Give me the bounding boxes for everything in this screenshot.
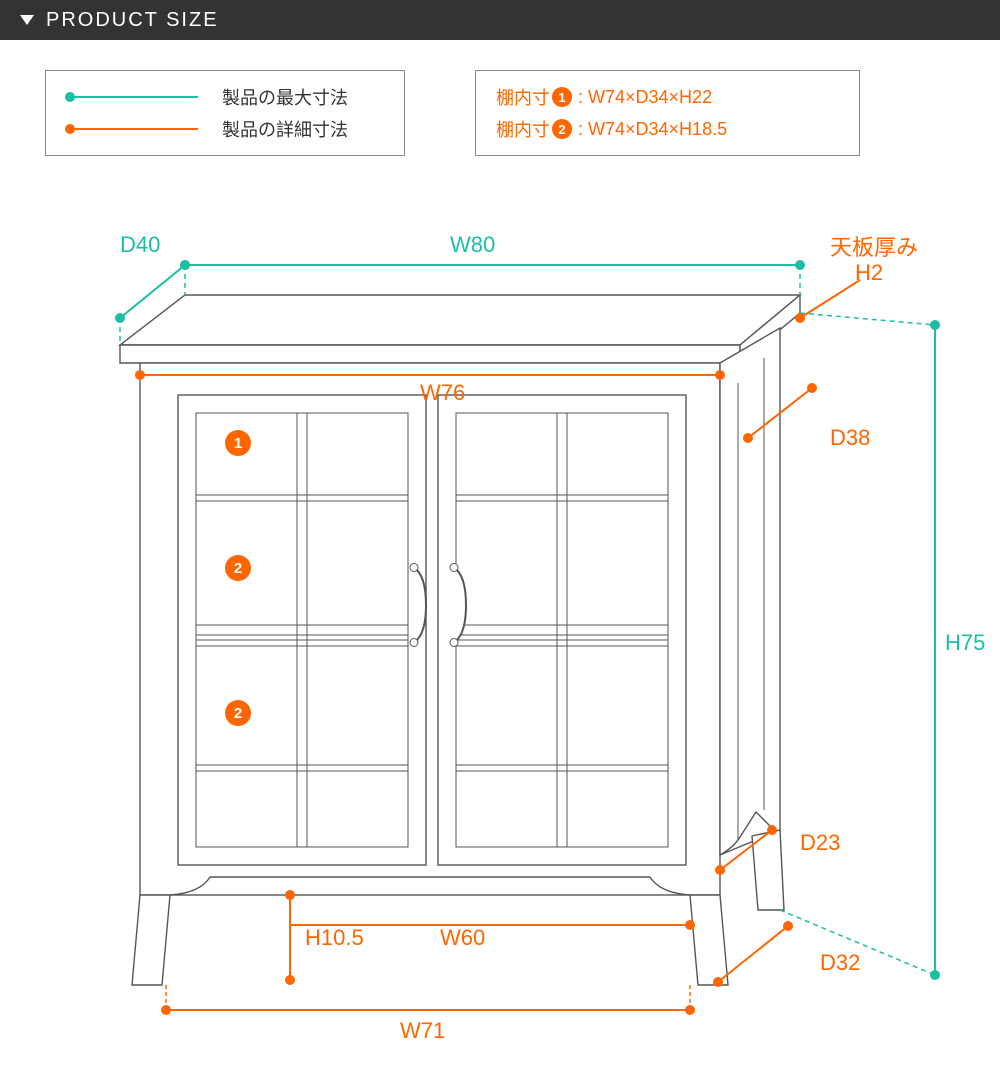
dim-w60: W60 [440,925,485,951]
dim-topthick-2: H2 [855,260,883,286]
legend-row-detail: 製品の詳細寸法 [64,113,386,145]
legend-box: 製品の最大寸法 製品の詳細寸法 [45,70,405,156]
cabinet-drawing [0,210,1000,1071]
dim-topthick-1: 天板厚み [830,230,918,262]
dim-d23: D23 [800,830,840,856]
dim-w71: W71 [400,1018,445,1044]
dim-d40: D40 [120,232,160,258]
triangle-down-icon [20,15,34,25]
shelf-prefix-2: 棚内寸 [496,116,550,142]
legend-row-max: 製品の最大寸法 [64,81,386,113]
diagram-stage: W80 D40 H75 W76 D38 天板厚み H2 H10.5 W60 W7… [0,210,1000,1071]
header-bar: PRODUCT SIZE [0,0,1000,40]
shelf-badge-on-cabinet-2b-icon: 2 [225,700,251,726]
legend-line-orange-icon [64,123,204,135]
legend-line-teal-icon [64,91,204,103]
dim-w76: W76 [420,380,465,406]
shelf-prefix-1: 棚内寸 [496,84,550,110]
header-title: PRODUCT SIZE [46,9,219,32]
shelf-row-1: 棚内寸 1 : W74×D34×H22 [496,81,839,113]
shelf-badge-1-icon: 1 [552,87,572,107]
shelf-badge-2-icon: 2 [552,119,572,139]
shelf-value-1: : W74×D34×H22 [578,87,712,108]
shelf-badge-on-cabinet-1-icon: 1 [225,430,251,456]
dim-h75: H75 [945,630,985,656]
shelf-row-2: 棚内寸 2 : W74×D34×H18.5 [496,113,839,145]
dim-d32: D32 [820,950,860,976]
dim-w80: W80 [450,232,495,258]
shelf-value-2: : W74×D34×H18.5 [578,119,727,140]
shelf-badge-on-cabinet-2a-icon: 2 [225,555,251,581]
dim-d38: D38 [830,425,870,451]
legend-label-detail: 製品の詳細寸法 [222,116,348,142]
dim-h10-5: H10.5 [305,925,364,951]
legend-label-max: 製品の最大寸法 [222,84,348,110]
shelf-dimensions-box: 棚内寸 1 : W74×D34×H22 棚内寸 2 : W74×D34×H18.… [475,70,860,156]
